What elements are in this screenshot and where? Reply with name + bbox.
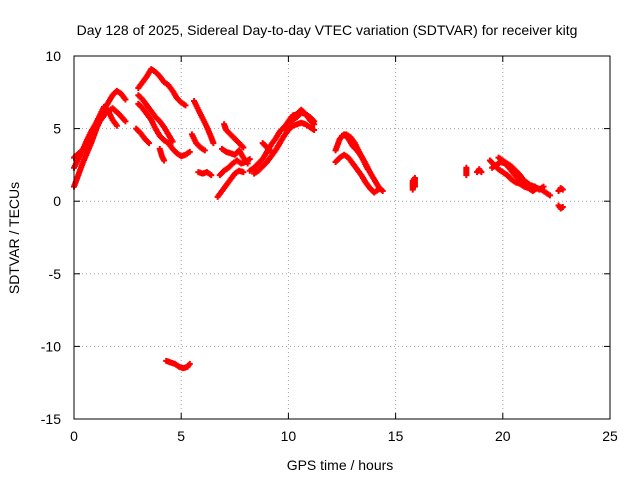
data-point [169, 138, 176, 145]
tick-labels: 0 5 10 15 20 25 -15 -10 -5 0 5 10 [41, 48, 618, 444]
x-tick-label: 15 [388, 428, 404, 444]
y-tick-label: 10 [45, 48, 61, 64]
data-point [210, 140, 217, 147]
y-axis-label: SDTVAR / TECUs [6, 182, 22, 294]
y-tick-label: -15 [41, 411, 61, 427]
x-tick-label: 25 [602, 428, 618, 444]
x-tick-label: 5 [177, 428, 185, 444]
data-point [182, 102, 189, 109]
data-point [246, 156, 253, 163]
data-point [146, 140, 153, 147]
data-point [546, 192, 553, 199]
y-tick-label: -5 [49, 266, 62, 282]
data-point [186, 360, 193, 367]
data-point [161, 157, 168, 164]
x-tick-label: 10 [281, 428, 297, 444]
data-point [122, 118, 129, 125]
y-tick-label: -10 [41, 338, 61, 354]
data-point [411, 183, 418, 190]
data-point [463, 164, 470, 171]
axis-ticks [73, 55, 611, 420]
y-tick-label: 5 [53, 121, 61, 137]
data-point [559, 186, 566, 193]
data-point [122, 96, 129, 103]
data-point [240, 169, 247, 176]
grid-lines [74, 56, 610, 419]
data-point [379, 188, 386, 195]
data-points [71, 66, 566, 372]
y-tick-label: 0 [53, 193, 61, 209]
data-point [113, 122, 120, 129]
data-point [268, 148, 275, 155]
data-point [186, 148, 193, 155]
data-point [540, 183, 547, 190]
plot-frame [73, 55, 611, 420]
x-tick-label: 0 [70, 428, 78, 444]
data-point [525, 180, 532, 187]
data-point [244, 160, 251, 167]
data-point [311, 127, 318, 134]
data-point [240, 144, 247, 151]
data-point [311, 121, 318, 128]
chart-title: Day 128 of 2025, Sidereal Day-to-day VTE… [77, 22, 578, 38]
data-point [208, 172, 215, 179]
data-point [478, 169, 485, 176]
x-axis-label: GPS time / hours [287, 457, 394, 473]
data-point [201, 147, 208, 154]
x-tick-label: 20 [495, 428, 511, 444]
data-point [375, 186, 382, 193]
data-point [364, 166, 371, 173]
data-point [559, 204, 566, 211]
